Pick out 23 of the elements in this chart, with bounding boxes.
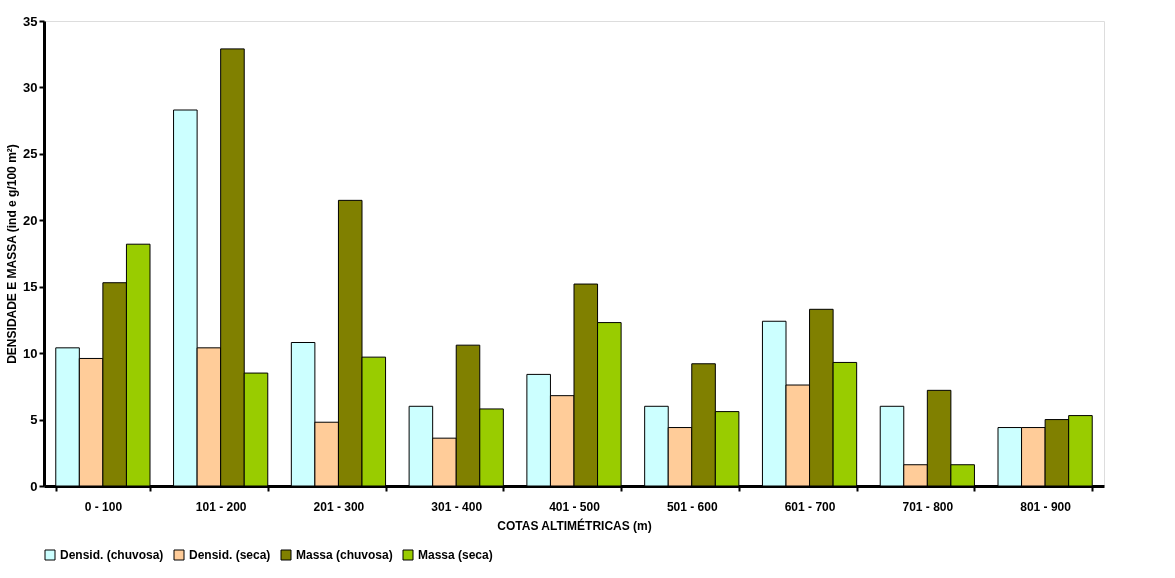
legend-label: Densid. (chuvosa): [60, 548, 164, 562]
y-tick-label: 35: [23, 13, 38, 29]
y-axis-title: DENSIDADE E MASSA (ind e g/100 m²): [5, 144, 20, 364]
x-tick-label: 601 - 700: [784, 499, 836, 514]
x-tick-label: 801 - 900: [1020, 499, 1072, 514]
y-tick-label: 25: [23, 146, 38, 162]
y-tick-label: 20: [23, 212, 38, 228]
y-tick-label: 15: [23, 279, 38, 295]
x-tick-label: 101 - 200: [195, 499, 247, 514]
y-tick-label: 10: [23, 345, 38, 361]
x-tick-label: 501 - 600: [666, 499, 718, 514]
y-tick-label: 5: [30, 412, 38, 428]
x-tick-label: 201 - 300: [313, 499, 365, 514]
legend-label: Densid. (seca): [189, 548, 271, 562]
legend-label: Massa (chuvosa): [296, 548, 393, 562]
x-tick-label: 701 - 800: [902, 499, 954, 514]
x-axis-title: COTAS ALTIMÉTRICAS (m): [497, 517, 652, 533]
x-tick-label: 301 - 400: [431, 499, 483, 514]
legend-label: Massa (seca): [418, 548, 493, 562]
x-tick-label: 0 - 100: [84, 499, 123, 514]
y-tick-label: 0: [30, 478, 38, 494]
y-tick-label: 30: [23, 79, 38, 95]
x-tick-label: 401 - 500: [549, 499, 601, 514]
